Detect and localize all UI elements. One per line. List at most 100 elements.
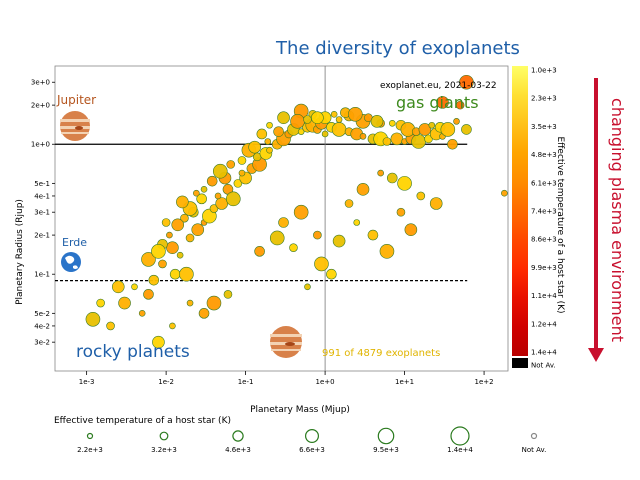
planet-point xyxy=(215,197,228,210)
colorbar-label: Effective temperature of a host star (K) xyxy=(555,137,565,314)
y-tick-label: 2e+0 xyxy=(31,102,50,110)
planet-point xyxy=(436,96,449,109)
colorbar-tick-label: 1.4e+4 xyxy=(531,349,557,357)
planet-point xyxy=(335,116,343,123)
planet-point xyxy=(453,118,460,125)
colorbar-tick-label: 8.6e+3 xyxy=(531,236,557,244)
planet-point xyxy=(226,160,236,169)
y-axis-ticks: 3e+0 2e+0 1e+0 5e-1 4e-1 3e-1 2e-1 1e-1 5e-2 4e-2… xyxy=(31,79,55,347)
plasma-arrow xyxy=(588,78,604,362)
colorbar-tick-label: 6.1e+3 xyxy=(531,179,557,187)
planet-point xyxy=(278,217,289,228)
planet-point xyxy=(206,295,222,311)
x-tick-label: 1e+0 xyxy=(316,378,335,386)
planet-point xyxy=(330,110,338,118)
colorbar-tick-label: 1.1e+4 xyxy=(531,292,557,300)
jupiter-icon xyxy=(60,111,90,141)
planet-point xyxy=(206,175,218,187)
y-tick-label: 4e-2 xyxy=(34,322,50,330)
planet-point xyxy=(388,119,396,127)
size-legend-title: Effective temperature of a host star (K) xyxy=(54,416,231,426)
planet-point xyxy=(198,308,210,319)
planet-point xyxy=(367,229,379,241)
planet-point xyxy=(293,204,309,220)
y-axis-label: Planetary Radius (Rjup) xyxy=(15,199,25,305)
planet-point xyxy=(256,128,268,140)
colorbar-tick-label: 3.5e+3 xyxy=(531,123,557,131)
x-tick-label: 1e-2 xyxy=(158,378,174,386)
planet-point xyxy=(238,169,246,177)
planet-point xyxy=(348,106,363,122)
x-tick-label: 1e-3 xyxy=(79,378,95,386)
planet-point xyxy=(179,266,194,282)
planet-point xyxy=(356,183,370,196)
jupiter-label: Jupiter xyxy=(56,93,96,107)
planet-point xyxy=(225,191,241,207)
planet-point xyxy=(180,213,189,223)
source-label: exoplanet.eu, 2021-03-22 xyxy=(380,81,497,91)
planet-point xyxy=(152,335,165,349)
chart-title: The diversity of exoplanets xyxy=(275,38,520,59)
y-tick-label: 5e-1 xyxy=(34,180,50,188)
size-legend-label: 4.6e+3 xyxy=(225,446,251,454)
size-legend-marker xyxy=(232,430,244,442)
planet-point xyxy=(269,230,285,246)
size-legend-label: 6.6e+3 xyxy=(299,446,325,454)
planet-point xyxy=(314,256,329,272)
planet-point xyxy=(411,134,426,149)
planet-point xyxy=(377,169,384,177)
planet-point xyxy=(212,163,228,179)
erde-label: Erde xyxy=(62,236,87,249)
size-legend-marker xyxy=(305,429,320,444)
size-legend-label: 9.5e+3 xyxy=(373,446,399,454)
count-label: 991 of 4879 exoplanets xyxy=(322,348,440,359)
planet-point xyxy=(459,74,474,90)
planet-point xyxy=(266,121,273,129)
planet-point xyxy=(304,283,311,291)
planet-point xyxy=(313,230,322,240)
plasma-label: changing plasma environment xyxy=(608,98,627,342)
planet-point xyxy=(379,244,395,259)
planet-point xyxy=(290,114,305,129)
planet-point xyxy=(289,243,298,252)
planet-point xyxy=(176,251,184,259)
planet-point xyxy=(344,199,354,208)
colorbar-na-swatch xyxy=(512,358,528,368)
size-legend-label: 3.2e+3 xyxy=(151,446,177,454)
planet-point xyxy=(158,259,167,269)
planet-point xyxy=(501,189,508,197)
planet-point xyxy=(332,234,346,248)
planet-point xyxy=(370,115,384,128)
planet-point xyxy=(106,321,115,331)
colorbar-tick-label: 7.4e+3 xyxy=(531,208,557,216)
planet-point xyxy=(428,121,436,129)
size-legend-marker xyxy=(530,432,538,440)
x-tick-label: 1e+1 xyxy=(395,378,414,386)
planet-point xyxy=(214,192,222,200)
planet-point xyxy=(264,138,272,145)
size-legend-marker xyxy=(159,431,169,441)
colorbar-tick-label: Not Av. xyxy=(531,362,556,370)
earth-icon xyxy=(61,252,81,272)
planet-point xyxy=(118,296,131,310)
planet-point xyxy=(143,289,154,300)
planet-point xyxy=(455,100,465,110)
size-legend-marker xyxy=(450,426,470,446)
planet-point xyxy=(96,298,105,308)
planet-point xyxy=(161,218,171,227)
planet-point xyxy=(331,122,347,137)
x-tick-label: 1e+2 xyxy=(475,378,494,386)
colorbar-tick-label: 1.2e+4 xyxy=(531,320,557,328)
planet-point xyxy=(321,130,329,138)
planet-point xyxy=(166,241,179,254)
planet-point xyxy=(169,268,181,280)
y-tick-label: 2e-1 xyxy=(34,232,50,240)
planet-point xyxy=(176,195,189,209)
x-tick-label: 1e-1 xyxy=(238,378,254,386)
planet-point xyxy=(138,310,146,317)
size-legend-label: 1.4e+4 xyxy=(447,446,473,454)
planet-point xyxy=(277,111,290,125)
planet-point xyxy=(416,191,426,201)
planet-point xyxy=(191,223,205,237)
